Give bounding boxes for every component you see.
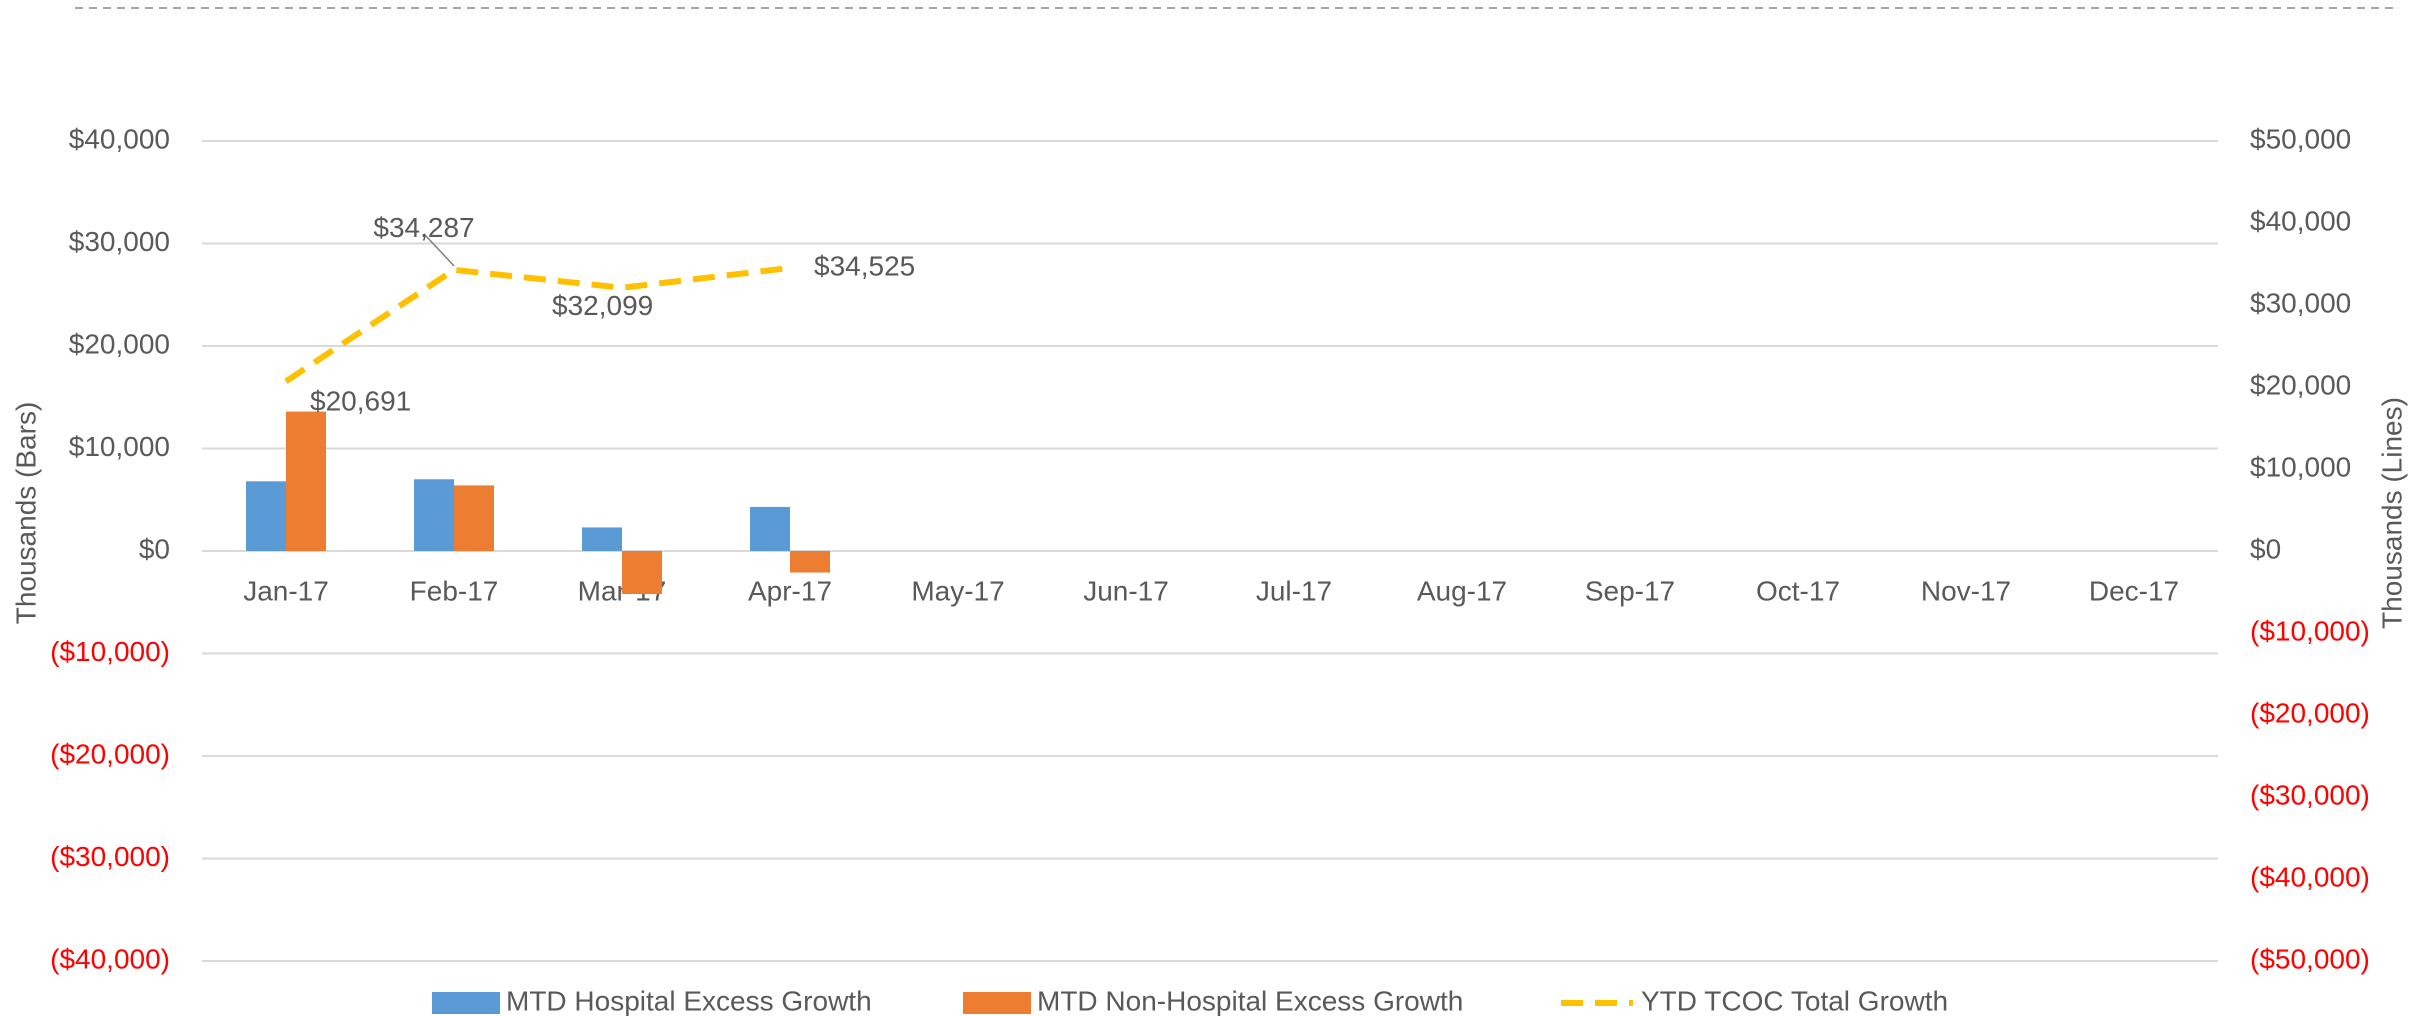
x-tick-label: Jun-17 [1083, 575, 1169, 606]
y-tick-label: ($30,000) [50, 841, 170, 872]
x-tick-label: Nov-17 [1921, 575, 2011, 606]
bar [790, 551, 830, 573]
y2-tick-label: ($40,000) [2250, 861, 2370, 892]
y-tick-label: ($40,000) [50, 943, 170, 974]
x-tick-label: Aug-17 [1417, 575, 1507, 606]
y-tick-label: $0 [139, 533, 170, 564]
x-tick-label: Jul-17 [1256, 575, 1332, 606]
x-tick-label: May-17 [911, 575, 1004, 606]
legend-label: YTD TCOC Total Growth [1641, 985, 1948, 1016]
y2-tick-label: $50,000 [2250, 123, 2351, 154]
y2-tick-label: $0 [2250, 533, 2281, 564]
y2-tick-label: $40,000 [2250, 205, 2351, 236]
bar [414, 479, 454, 551]
y2-tick-label: ($30,000) [2250, 779, 2370, 810]
y2-tick-label: ($20,000) [2250, 697, 2370, 728]
x-tick-label: Feb-17 [410, 575, 499, 606]
y2-tick-label: $30,000 [2250, 287, 2351, 318]
y2-axis-label: Thousands (Lines) [2376, 397, 2407, 629]
legend-swatch [963, 992, 1031, 1014]
y2-tick-label: ($10,000) [2250, 615, 2370, 646]
bar [622, 551, 662, 595]
data-label: $32,099 [552, 290, 653, 321]
line [284, 264, 791, 384]
data-label: $20,691 [310, 386, 411, 417]
x-tick-label: Jan-17 [243, 575, 329, 606]
legend-label: MTD Non-Hospital Excess Growth [1037, 985, 1463, 1016]
x-tick-label: Dec-17 [2089, 575, 2179, 606]
bar [286, 411, 326, 551]
data-label: $34,287 [373, 212, 474, 243]
legend-label: MTD Hospital Excess Growth [506, 985, 872, 1016]
y-tick-label: ($10,000) [50, 636, 170, 667]
y-tick-label: $20,000 [69, 328, 170, 359]
bar [454, 485, 494, 551]
leader-line [423, 233, 455, 267]
y2-tick-label: $10,000 [2250, 451, 2351, 482]
y2-tick-label: ($50,000) [2250, 943, 2370, 974]
x-tick-label: Oct-17 [1756, 575, 1840, 606]
bar [246, 481, 286, 551]
x-tick-label: Apr-17 [748, 575, 832, 606]
y-tick-label: ($20,000) [50, 738, 170, 769]
legend-swatch [432, 992, 500, 1014]
y-tick-label: $40,000 [69, 123, 170, 154]
y2-tick-label: $20,000 [2250, 369, 2351, 400]
y-axis-label: Thousands (Bars) [10, 402, 41, 625]
y-tick-label: $30,000 [69, 226, 170, 257]
y-tick-label: $10,000 [69, 431, 170, 462]
data-label: $34,525 [814, 250, 915, 281]
bar [750, 506, 790, 551]
bar [582, 527, 622, 551]
x-tick-label: Sep-17 [1585, 575, 1675, 606]
